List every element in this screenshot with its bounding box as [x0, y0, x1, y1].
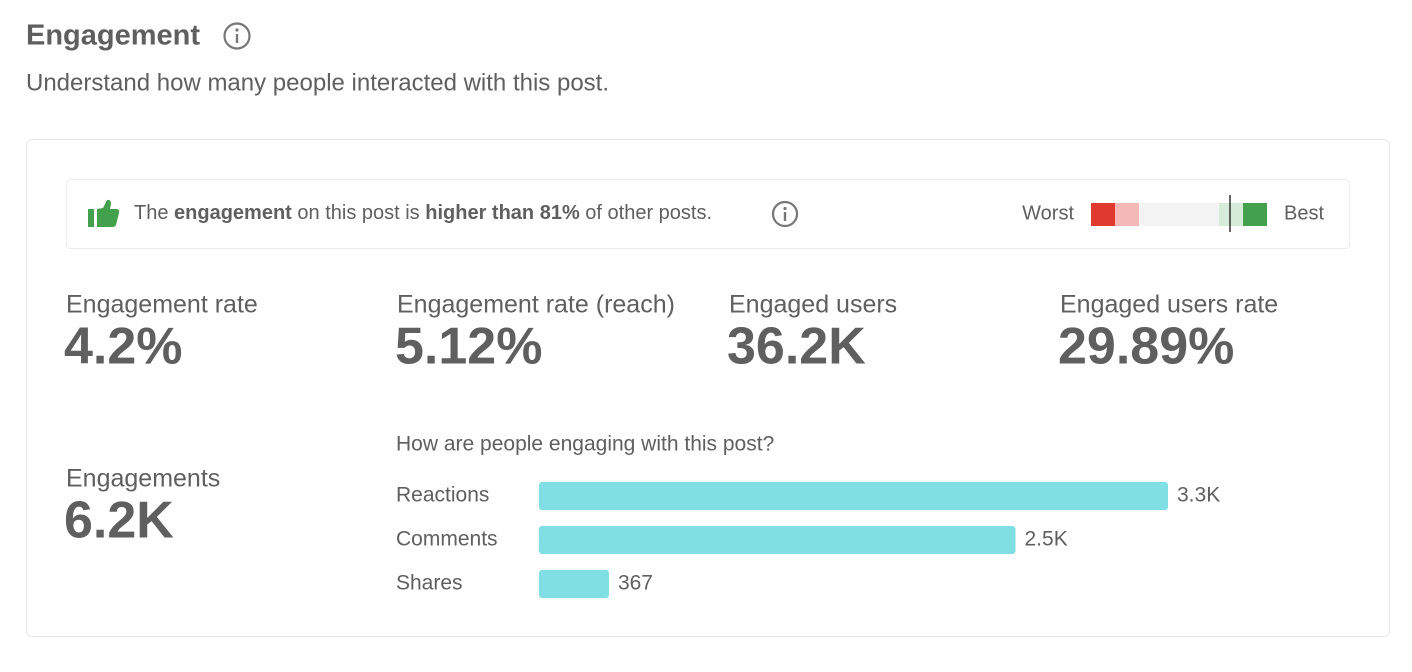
banner-part: The — [134, 202, 174, 224]
info-icon[interactable] — [771, 200, 799, 228]
rank-scale — [1091, 195, 1267, 232]
scale-worst: Worst — [1022, 202, 1074, 224]
metric-value: 4.2% — [64, 318, 183, 376]
thumbs-up-icon — [88, 199, 120, 227]
scale-best: Best — [1284, 202, 1324, 224]
bar — [539, 570, 609, 598]
metric-label: Engaged users — [729, 291, 897, 319]
section-title: Engagement — [26, 20, 200, 52]
category-label: Comments — [396, 528, 498, 551]
value-label: 3.3K — [1177, 484, 1220, 507]
banner-part: on this post is — [292, 202, 425, 224]
info-icon[interactable] — [223, 22, 251, 50]
banner-part: engagement — [174, 202, 292, 224]
metric-value: 6.2K — [64, 492, 174, 550]
metric-label: Engaged users rate — [1060, 291, 1278, 319]
banner-text: The engagement on this post is higher th… — [134, 202, 712, 224]
section-subtitle: Understand how many people interacted wi… — [26, 69, 609, 96]
metric-value: 29.89% — [1058, 318, 1234, 376]
value-label: 367 — [618, 572, 653, 595]
bar — [539, 482, 1168, 510]
value-label: 2.5K — [1025, 528, 1068, 551]
metric-label: Engagements — [66, 465, 220, 493]
banner — [66, 179, 1350, 249]
chart-title: How are people engaging with this post? — [396, 433, 774, 456]
category-label: Reactions — [396, 484, 489, 507]
metric-value: 5.12% — [395, 318, 542, 376]
metric-label: Engagement rate — [66, 291, 258, 319]
card — [26, 139, 1390, 637]
category-label: Shares — [396, 572, 463, 595]
metric-label: Engagement rate (reach) — [397, 291, 675, 319]
metric-value: 36.2K — [727, 318, 866, 376]
bar — [539, 526, 1016, 554]
banner-part: of other posts. — [580, 202, 712, 224]
banner-part: higher than 81% — [425, 202, 580, 224]
